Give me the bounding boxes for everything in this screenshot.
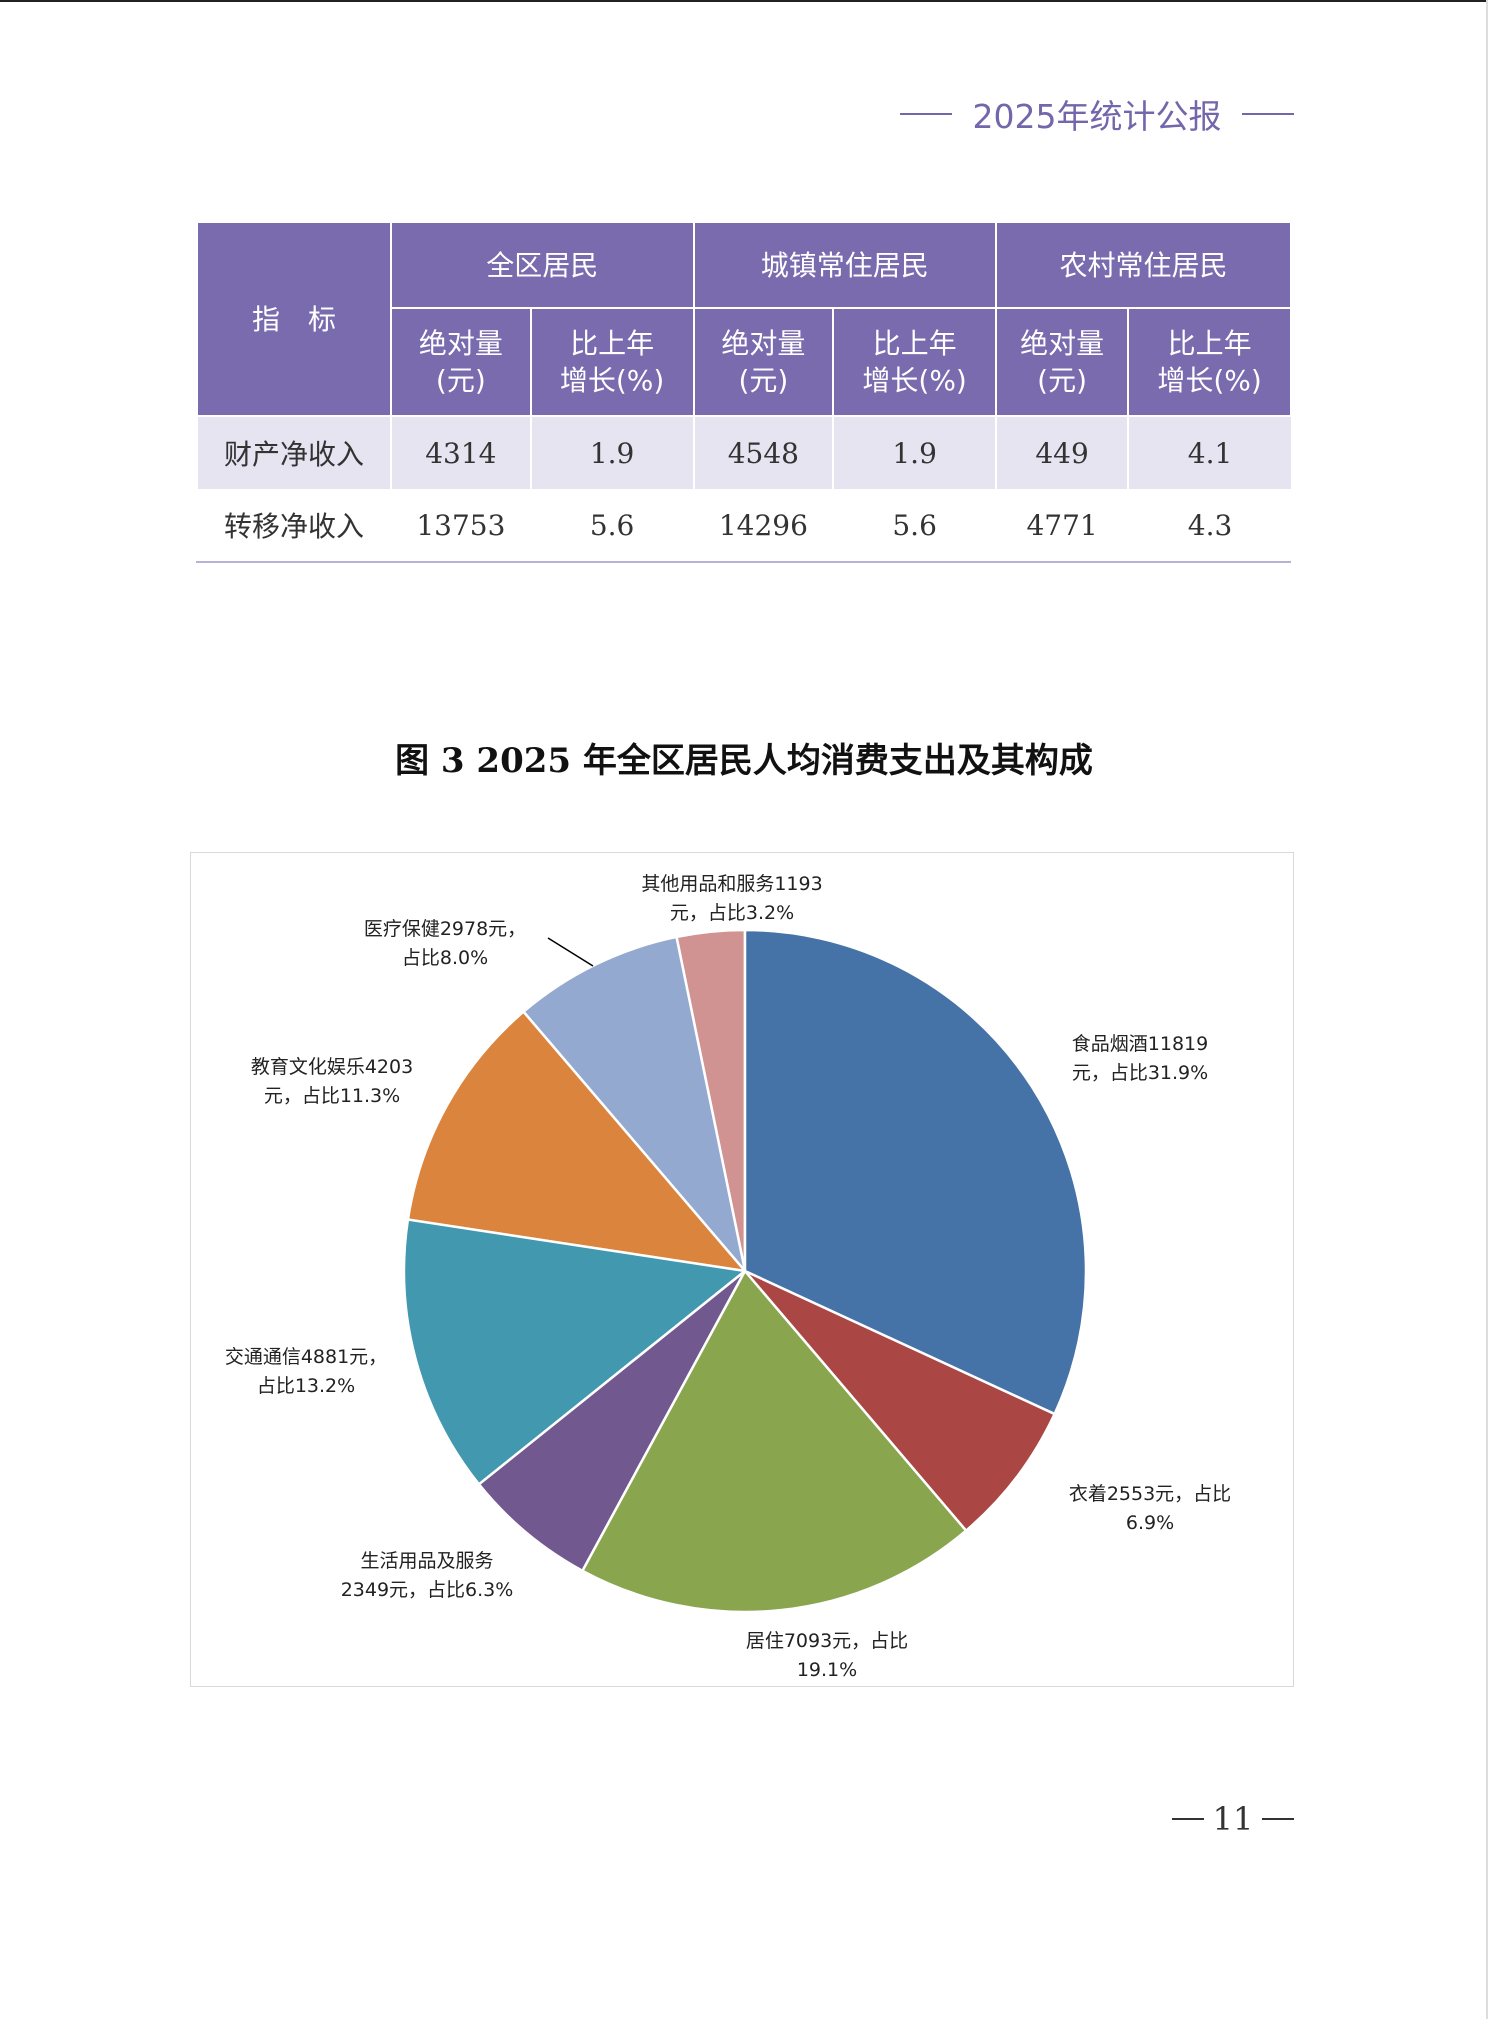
data-label-line: 居住7093元，占比 [745,1630,909,1652]
data-label-7: 其他用品和服务1193 元，占比3.2% [641,870,822,928]
header-dash-left [900,113,952,115]
data-label-line: 衣着2553元，占比 [1068,1483,1232,1505]
pie-slice-0 [743,928,1088,1416]
subheader-growth: 比上年增长(%) [832,307,998,417]
index-header: 指 标 [196,221,392,417]
subheader-absolute: 绝对量 (元) [692,307,835,417]
pie-slice-1 [744,1269,1057,1533]
data-label-line: 交通通信4881元， [224,1346,388,1368]
leader-line-medical [547,937,594,967]
subheader-line1: 绝对量 [1020,327,1105,360]
table-row: 财产净收入 4314 1.9 4548 1.9 449 4.1 [196,416,1291,489]
pie-slice-5 [406,1009,749,1273]
page-dash-right [1262,1818,1294,1820]
subheader-line2: 增长(%) [1157,364,1262,397]
subheader-line1: 比上年 [570,327,655,360]
subheader-line2: (元) [435,364,486,397]
data-label-5: 教育文化娱乐4203 元，占比11.3% [251,1053,413,1111]
subheader-line2: (元) [1037,364,1088,397]
header-title: 2025年统计公报 [972,97,1222,136]
cell: 4314 [390,416,531,489]
page-right-border [1486,0,1488,2019]
page-number: 11 [1172,1800,1294,1838]
group-header-urban: 城镇常住居民 [692,221,998,309]
page-dash-left [1172,1818,1204,1820]
header-dash-right [1241,113,1294,115]
data-label-3: 生活用品及服务 2349元，占比6.3% [341,1547,514,1605]
data-label-2: 居住7093元，占比 19.1% [746,1627,908,1685]
cell: 5.6 [832,489,997,563]
cell: 4.1 [1127,416,1291,489]
row-label: 转移净收入 [196,489,391,563]
cell: 1.9 [832,416,997,489]
data-label-line: 食品烟酒11819 [1071,1033,1209,1055]
data-label-line: 2349元，占比6.3% [340,1579,514,1601]
running-header: 2025年统计公报 [900,90,1294,138]
row-label: 财产净收入 [196,416,391,489]
data-label-line: 19.1% [796,1659,858,1681]
data-label-4: 交通通信4881元， 占比13.2% [225,1343,387,1401]
cell: 13753 [390,489,531,563]
pie-slice-6 [521,935,747,1272]
income-table: 指 标 全区居民 城镇常住居民 农村常住居民 绝对量 (元) 比上年 增长(%) 绝对量… [196,221,1292,563]
cell: 1.9 [529,416,694,489]
subheader-line1: 比上年 [872,327,957,360]
pie-slice-4 [402,1218,749,1487]
data-label-6: 医疗保健2978元， 占比8.0% [364,915,526,973]
page-number-text: 11 [1212,1800,1254,1838]
figure-title: 图 3 2025 年全区居民人均消费支出及其构成 [395,741,1093,781]
pie-chart: 食品烟酒11819 元，占比31.9% 衣着2553元，占比 6.9% 居住7093元，… [190,852,1294,1687]
data-label-line: 6.9% [1125,1512,1175,1534]
subheader-line1: 绝对量 [721,327,806,360]
subheader-growth: 比上年增长(%) [1127,307,1292,417]
group-header-all: 全区居民 [390,221,695,309]
subheader-line1: 比上年 [1167,327,1252,360]
cell: 5.6 [529,489,694,563]
pie-slice-2 [580,1268,968,1614]
subheader-absolute: 绝对量 (元) [390,307,532,417]
subheader-line2: 增长(%) [862,364,967,397]
subheader-growth: 比上年增长(%) [529,307,695,417]
data-label-line: 教育文化娱乐4203 [250,1056,414,1078]
subheader-line1: 绝对量 [418,327,503,360]
data-label-line: 生活用品及服务 [360,1550,494,1572]
cell: 14296 [692,489,834,563]
pie-slice-3 [477,1270,747,1573]
data-label-line: 元，占比3.2% [669,902,795,924]
group-header-rural: 农村常住居民 [995,221,1292,309]
data-label-line: 占比13.2% [256,1375,356,1397]
subheader-absolute: 绝对量 (元) [995,307,1130,417]
cell: 4.3 [1127,489,1291,563]
pie-svg [402,928,1088,1614]
data-label-0: 食品烟酒11819 元，占比31.9% [1072,1030,1208,1088]
subheader-line2: 增长(%) [559,364,665,397]
page-top-border [0,0,1488,2]
data-label-line: 医疗保健2978元， [363,918,527,940]
cell: 4771 [995,489,1129,563]
cell: 449 [995,416,1129,489]
data-label-1: 衣着2553元，占比 6.9% [1069,1480,1231,1538]
data-label-line: 元，占比11.3% [263,1085,401,1107]
data-label-line: 占比8.0% [401,947,489,969]
data-label-line: 其他用品和服务1193 [641,873,823,895]
cell: 4548 [692,416,834,489]
data-label-line: 元，占比31.9% [1071,1062,1209,1084]
subheader-line2: (元) [738,364,789,397]
table-row: 转移净收入 13753 5.6 14296 5.6 4771 4.3 [196,489,1291,563]
